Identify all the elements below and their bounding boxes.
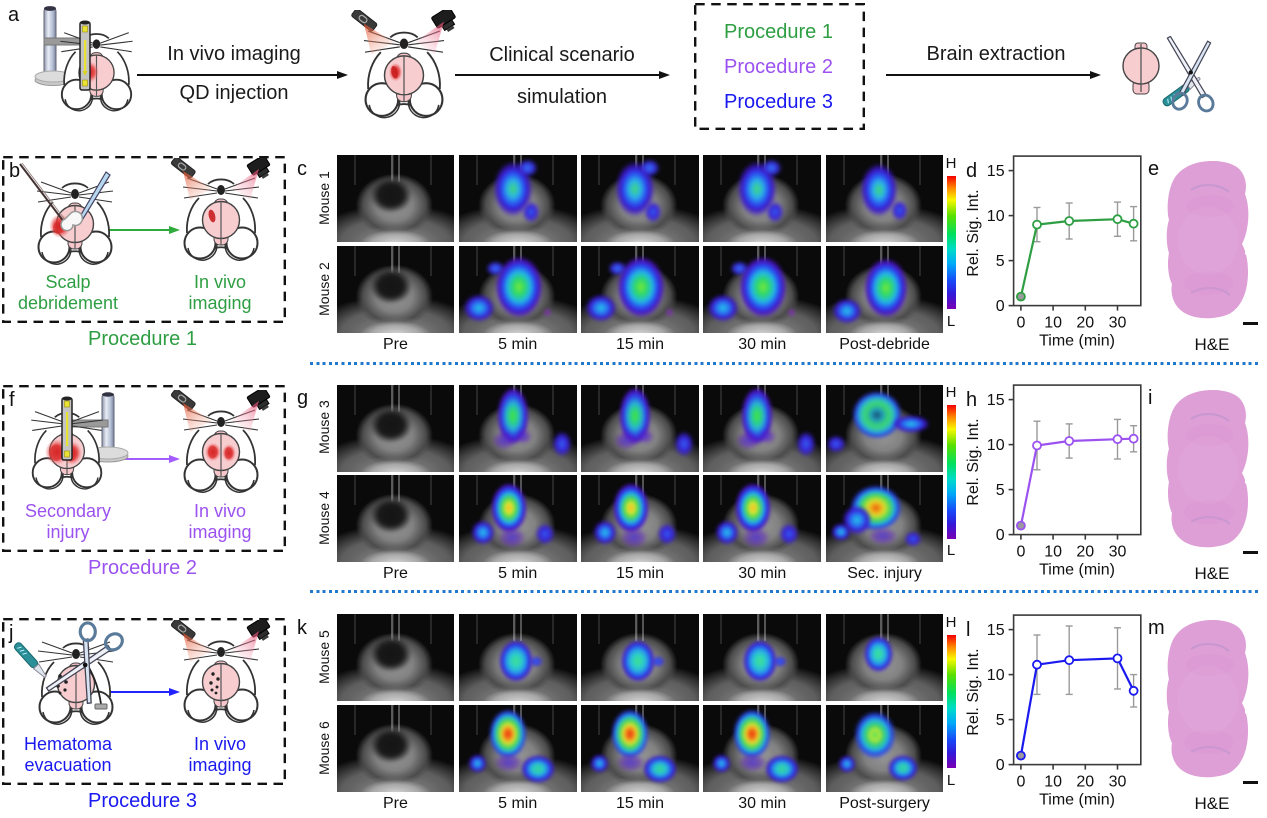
svg-text:30: 30 <box>1109 314 1127 331</box>
svg-text:5: 5 <box>996 482 1005 499</box>
svg-text:10: 10 <box>1044 773 1062 790</box>
svg-text:Time (min): Time (min) <box>1039 332 1115 349</box>
svg-text:0: 0 <box>996 527 1005 544</box>
svg-text:10: 10 <box>1044 314 1062 331</box>
svg-text:20: 20 <box>1076 544 1094 561</box>
svg-text:15: 15 <box>987 163 1005 180</box>
svg-text:10: 10 <box>987 667 1005 684</box>
svg-text:30: 30 <box>1109 544 1127 561</box>
svg-text:0: 0 <box>1016 773 1025 790</box>
svg-text:10: 10 <box>987 437 1005 454</box>
svg-text:20: 20 <box>1076 314 1094 331</box>
svg-text:0: 0 <box>1016 544 1025 561</box>
svg-text:0: 0 <box>996 757 1005 774</box>
svg-text:0: 0 <box>1016 314 1025 331</box>
svg-text:0: 0 <box>996 298 1005 315</box>
svg-text:5: 5 <box>996 253 1005 270</box>
svg-text:10: 10 <box>1044 544 1062 561</box>
svg-text:20: 20 <box>1076 773 1094 790</box>
svg-text:5: 5 <box>996 712 1005 729</box>
svg-text:15: 15 <box>987 392 1005 409</box>
svg-text:10: 10 <box>987 208 1005 225</box>
svg-text:Time (min): Time (min) <box>1039 562 1115 579</box>
svg-text:Time (min): Time (min) <box>1039 791 1115 808</box>
svg-text:30: 30 <box>1109 773 1127 790</box>
svg-text:15: 15 <box>987 622 1005 639</box>
